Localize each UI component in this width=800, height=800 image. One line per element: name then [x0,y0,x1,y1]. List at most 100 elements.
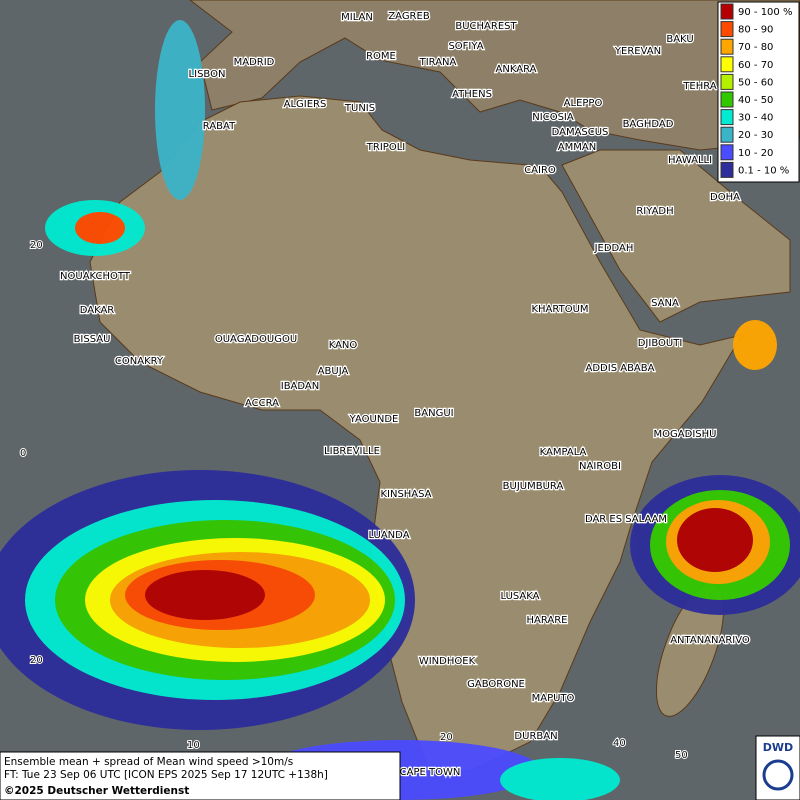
city-label: DAMASCUS [552,127,609,138]
lon-label: 40 [613,738,626,749]
lon-label: 10 [187,740,200,751]
city-label: DURBAN [514,731,557,742]
logo: DWD [755,735,800,800]
city-label: TUNIS [344,103,375,114]
city-label: ANKARA [496,64,537,75]
legend-swatch [720,56,734,73]
city-label: MAPUTO [532,693,575,704]
city-label: BAGHDAD [623,119,674,130]
grid-labels: 20 0 20 10 20 40 50 [19,239,689,762]
city-label: OUAGADOUGOU [215,334,297,345]
city-label: DAR ES SALAAM [585,514,667,525]
caption-line: Ensemble mean + spread of Mean wind spee… [4,756,293,768]
city-label: GABORONE [467,679,525,690]
city-label: NOUAKCHOTT [60,271,131,282]
legend-swatch [720,109,734,126]
caption-line: FT: Tue 23 Sep 06 UTC [ICON EPS 2025 Sep… [4,769,328,781]
africa-land [89,95,744,773]
city-label: BUJUMBURA [503,481,564,492]
field-blob [145,570,265,620]
city-label: DJIBOUTI [638,338,683,349]
city-label: CONAKRY [115,356,164,367]
city-label: ALGIERS [284,99,327,110]
city-label: KAMPALA [540,447,587,458]
legend-label: 80 - 90 [738,25,773,36]
legend-swatch [720,73,734,90]
city-label: TIRANA [419,57,457,68]
city-label: ACCRA [245,398,279,409]
legend-label: 50 - 60 [738,77,773,88]
legend: 90 - 100 % 80 - 90 70 - 80 60 - 70 50 - 60 40… [717,1,800,183]
city-label: ADDIS ABABA [586,363,655,374]
city-label: SOFIYA [448,41,483,52]
city-label: ANTANANARIVO [670,635,750,646]
legend-label: 90 - 100 % [738,7,792,18]
city-label: TEHRA [682,81,716,92]
city-label: LIBREVILLE [324,446,380,457]
city-label: KINSHASA [380,489,431,500]
city-label: TRIPOLI [366,142,405,153]
legend-swatch [720,144,734,161]
legend-label: 30 - 40 [738,113,773,124]
city-label: CAPE TOWN [400,767,461,778]
city-label: RIYADH [636,206,673,217]
city-label: BISSAU [74,334,111,345]
caption: Ensemble mean + spread of Mean wind spee… [0,751,401,800]
city-label: MILAN [341,12,373,23]
city-label: ABUJA [318,366,349,377]
city-label: RABAT [203,121,236,132]
city-label: LISBON [189,69,226,80]
field-blob [733,320,777,370]
field-blob [677,508,753,572]
logo-text: DWD [763,741,793,754]
legend-label: 20 - 30 [738,130,773,141]
city-label: BANGUI [414,408,453,419]
field-blob [155,20,205,200]
city-label: WINDHOEK [419,656,476,667]
lat-label: 20 [30,240,43,251]
city-label: MOGADISHU [654,429,717,440]
city-label: ATHENS [452,89,492,100]
city-labels: MILAN ZAGREB BUCHAREST MADRID ROME SOFIYA BAKU… [59,10,751,780]
legend-label: 10 - 20 [738,148,773,159]
city-label: BAKU [666,34,693,45]
city-label: HARARE [526,615,567,626]
lon-label: 50 [675,750,688,761]
city-label: KHARTOUM [531,304,588,315]
city-label: LUANDA [368,530,409,541]
city-label: HAWALLI [668,155,712,166]
probability-field [0,20,800,800]
legend-swatch [720,91,734,108]
city-label: YAOUNDE [349,414,399,425]
city-label: ALEPPO [564,98,603,109]
field-blob [500,758,620,800]
city-label: KANO [329,340,358,351]
city-label: BUCHAREST [455,21,517,32]
legend-label: 40 - 50 [738,95,773,106]
legend-swatch [720,21,734,38]
legend-label: 0.1 - 10 % [738,165,789,176]
legend-swatch [720,161,734,178]
lon-label: 20 [440,732,453,743]
city-label: ZAGREB [388,11,430,22]
lat-label: 20 [30,655,43,666]
city-label: DAKAR [80,305,115,316]
logo-icon [762,759,794,791]
city-label: MADRID [234,57,275,68]
city-label: IBADAN [281,381,320,392]
legend-label: 70 - 80 [738,42,773,53]
lat-label: 0 [20,448,26,459]
city-label: AMMAN [558,142,596,153]
field-blob [75,212,125,244]
city-label: SANA [651,298,679,309]
city-label: NICOSIA [532,112,574,123]
caption-box [0,751,401,800]
arabia-land [561,149,791,323]
legend-swatch [720,38,734,55]
legend-swatch [720,3,734,20]
city-label: CAIRO [524,165,556,176]
legend-swatch [720,126,734,143]
city-label: YEREVAN [614,46,661,57]
